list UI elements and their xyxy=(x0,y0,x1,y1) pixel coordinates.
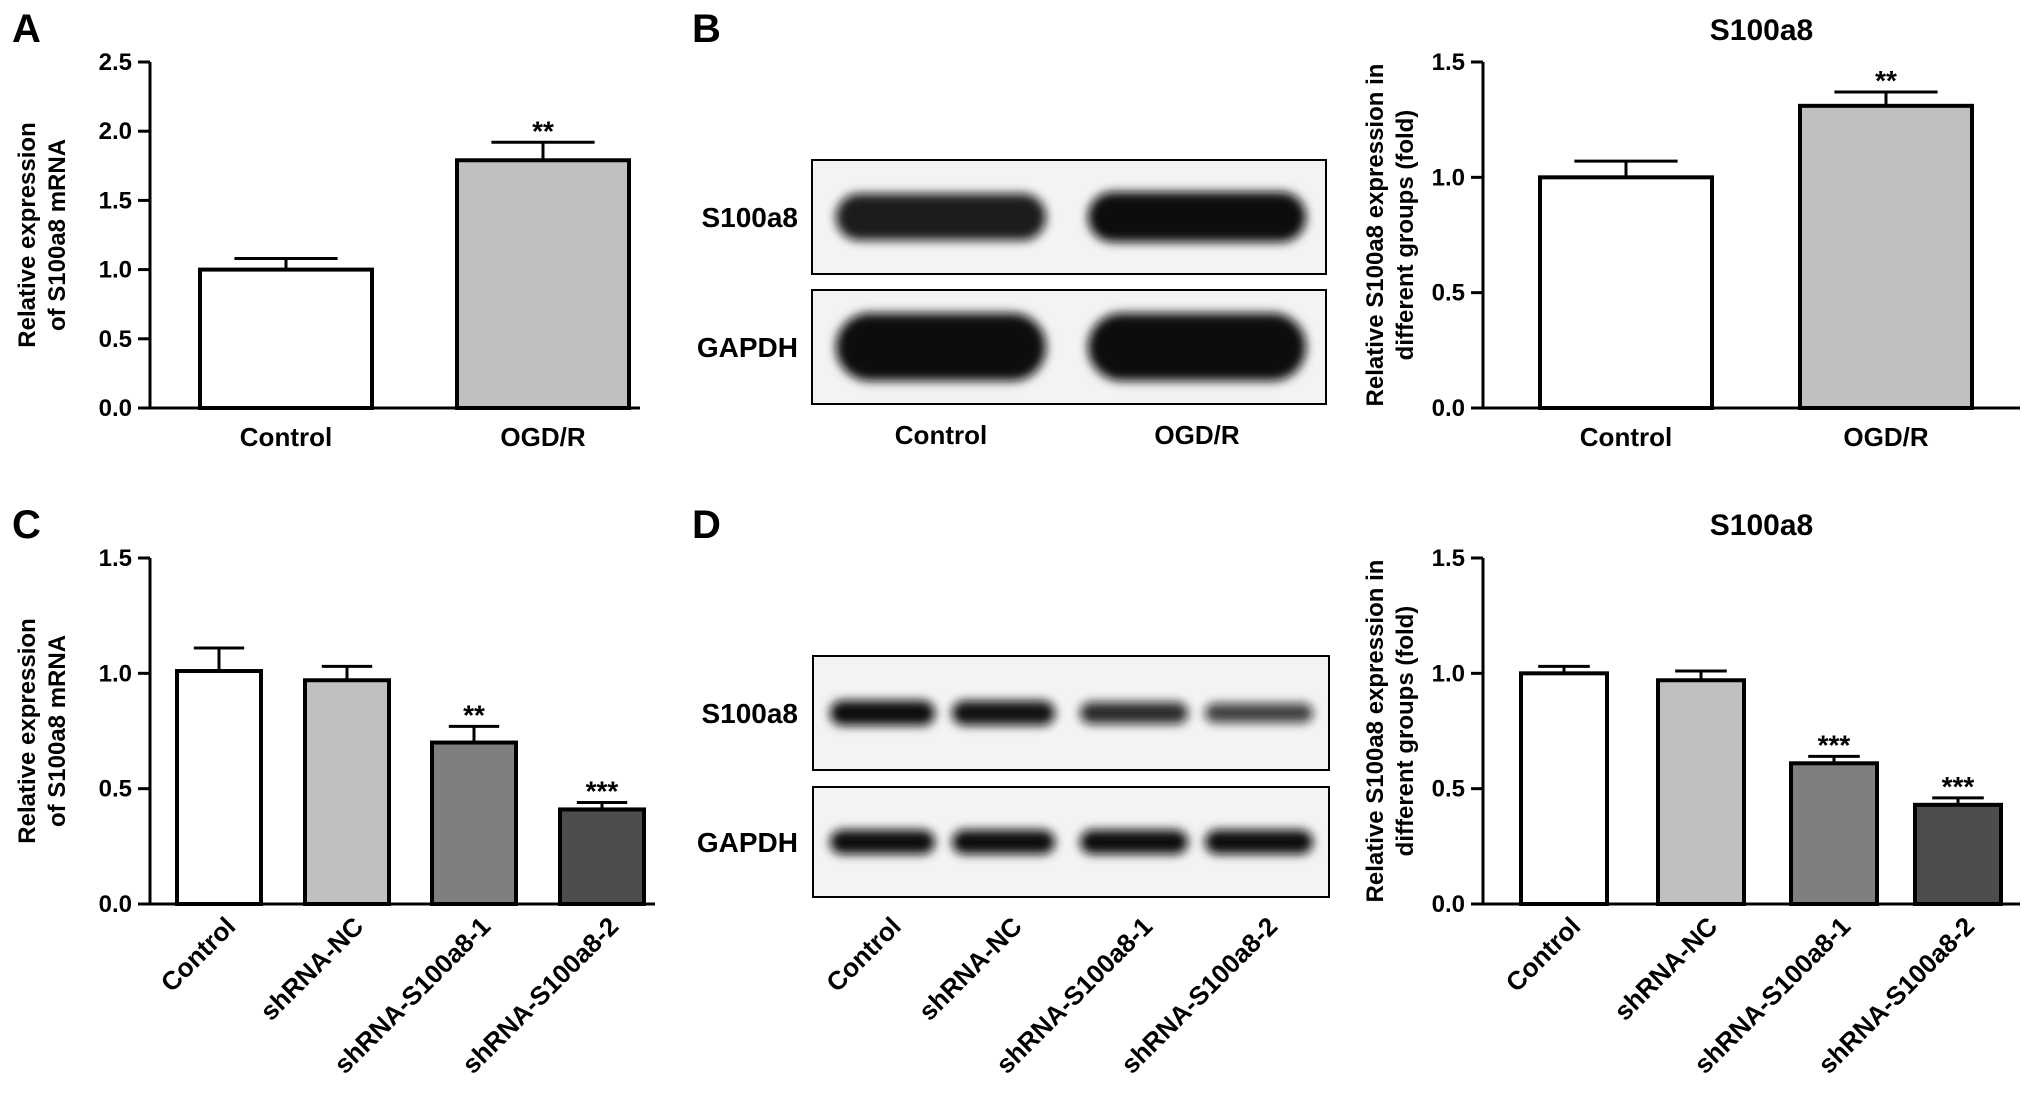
chart-panel-a: 0.0 0.5 1.0 1.5 2.0 2.5 Relative expression of … xyxy=(14,49,640,452)
bar-shrna-s100a8-2 xyxy=(558,807,646,907)
x-tick-label-control: Control xyxy=(1500,911,1587,998)
significance-marker-shrna-s100a8-1: *** xyxy=(1818,729,1851,760)
bar-control xyxy=(1519,671,1609,906)
significance-marker-shrna-s100a8-2: *** xyxy=(1942,771,1975,802)
significance-marker-shrna-s100a8-1: ** xyxy=(463,699,485,730)
blot-band-gapdh-shrna-s100a8-1 xyxy=(1080,829,1188,855)
blot-lane-label-ogd-r: OGD/R xyxy=(1154,420,1239,450)
blot-lane-label-control: Control xyxy=(820,911,907,998)
blot-band-s100a8-shrna-nc xyxy=(952,700,1055,726)
panel-label-d: D xyxy=(692,503,721,547)
bar-shrna-nc xyxy=(303,678,391,907)
y-tick-label: 1.0 xyxy=(1432,660,1465,687)
western-blot-panel-b: S100a8 GAPDH Control OGD/R xyxy=(697,159,1327,450)
x-tick-label-control: Control xyxy=(1580,422,1672,452)
blot-band-s100a8-control xyxy=(830,700,935,726)
bar-shrna-s100a8-1 xyxy=(430,740,518,906)
y-axis-title-line: of S100a8 mRNA xyxy=(44,139,71,331)
blot-row-label-s100a8: S100a8 xyxy=(701,698,798,729)
blot-band-s100a8-ogd-r xyxy=(1088,191,1306,243)
blot-band-gapdh-control xyxy=(830,829,935,855)
y-tick-label: 2.0 xyxy=(99,118,132,145)
y-axis-title-line: Relative expression xyxy=(14,122,41,347)
y-tick-label: 1.0 xyxy=(1432,164,1465,191)
chart-panel-d: 0.0 0.5 1.0 1.5 Relative S100a8 expression i… xyxy=(1362,509,2020,1079)
y-tick-label: 0.5 xyxy=(99,776,132,803)
panel-label-b: B xyxy=(692,7,721,51)
y-tick-label: 1.5 xyxy=(99,545,132,572)
y-tick-label: 1.0 xyxy=(99,660,132,687)
y-axis-title-line: Relative expression xyxy=(14,618,41,843)
blot-row-label-gapdh: GAPDH xyxy=(697,827,798,858)
blot-band-gapdh-control xyxy=(836,313,1046,381)
bar-shrna-s100a8-2 xyxy=(1913,802,2003,907)
blot-band-gapdh-shrna-s100a8-2 xyxy=(1205,829,1313,855)
x-tick-label-ogd-r: OGD/R xyxy=(1843,422,1928,452)
blot-lane-label-control: Control xyxy=(895,420,987,450)
blot-band-s100a8-shrna-s100a8-1 xyxy=(1080,702,1188,724)
y-tick-label: 1.5 xyxy=(1432,49,1465,76)
x-tick-label-ogd-r: OGD/R xyxy=(500,422,585,452)
x-tick-label-shrna-nc: shRNA-NC xyxy=(1608,911,1723,1026)
chart-panel-b: 0.0 0.5 1.0 1.5 Relative S100a8 expression i… xyxy=(1362,14,2020,452)
y-tick-label: 0.5 xyxy=(99,326,132,353)
significance-marker-ogd-r: ** xyxy=(1875,65,1897,96)
chart-title: S100a8 xyxy=(1710,14,1813,47)
y-axis-title-line: different groups (fold) xyxy=(1392,110,1419,361)
blot-band-s100a8-control xyxy=(836,193,1046,241)
chart-panel-c: 0.0 0.5 1.0 1.5 Relative expression of S100a8… xyxy=(14,545,655,1079)
blot-lane-label-shrna-nc: shRNA-NC xyxy=(913,911,1028,1026)
y-tick-label: 0.0 xyxy=(1432,395,1465,422)
x-tick-label-control: Control xyxy=(155,911,242,998)
blot-band-gapdh-shrna-nc xyxy=(952,829,1055,855)
bar-shrna-s100a8-1 xyxy=(1789,761,1879,906)
bar-control xyxy=(1538,175,1714,410)
y-tick-label: 0.0 xyxy=(99,891,132,918)
y-axis-title-line: Relative S100a8 expression in xyxy=(1362,64,1389,407)
bar-ogd-r xyxy=(455,158,631,410)
blot-row-label-s100a8: S100a8 xyxy=(701,202,798,233)
y-tick-label: 2.5 xyxy=(99,49,132,76)
bar-ogd-r xyxy=(1798,103,1974,411)
y-axis-title-line: of S100a8 mRNA xyxy=(44,635,71,827)
y-tick-label: 1.0 xyxy=(99,257,132,284)
y-tick-label: 1.5 xyxy=(99,187,132,214)
bar-shrna-nc xyxy=(1656,678,1746,907)
y-tick-label: 0.0 xyxy=(99,395,132,422)
significance-marker-ogd-r: ** xyxy=(532,115,554,146)
panel-label-a: A xyxy=(12,7,41,51)
y-axis-title-line: Relative S100a8 expression in xyxy=(1362,560,1389,903)
y-axis-title-line: different groups (fold) xyxy=(1392,606,1419,857)
y-tick-label: 1.5 xyxy=(1432,545,1465,572)
panel-label-c: C xyxy=(12,503,41,547)
blot-band-s100a8-shrna-s100a8-2 xyxy=(1205,703,1313,723)
blot-row-label-gapdh: GAPDH xyxy=(697,332,798,363)
y-tick-label: 0.5 xyxy=(1432,280,1465,307)
bar-control xyxy=(175,669,263,906)
bar-control xyxy=(198,267,374,410)
x-tick-label-control: Control xyxy=(240,422,332,452)
y-tick-label: 0.0 xyxy=(1432,891,1465,918)
significance-marker-shrna-s100a8-2: *** xyxy=(586,776,619,807)
blot-band-gapdh-ogd-r xyxy=(1088,313,1306,381)
x-tick-label-shrna-nc: shRNA-NC xyxy=(254,911,369,1026)
chart-title: S100a8 xyxy=(1710,509,1813,542)
y-tick-label: 0.5 xyxy=(1432,776,1465,803)
